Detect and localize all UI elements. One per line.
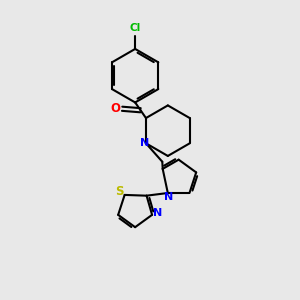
- Text: N: N: [153, 208, 162, 218]
- Text: N: N: [140, 138, 149, 148]
- Text: O: O: [111, 102, 121, 115]
- Text: S: S: [115, 185, 124, 198]
- Text: N: N: [164, 192, 173, 202]
- Text: Cl: Cl: [130, 22, 141, 33]
